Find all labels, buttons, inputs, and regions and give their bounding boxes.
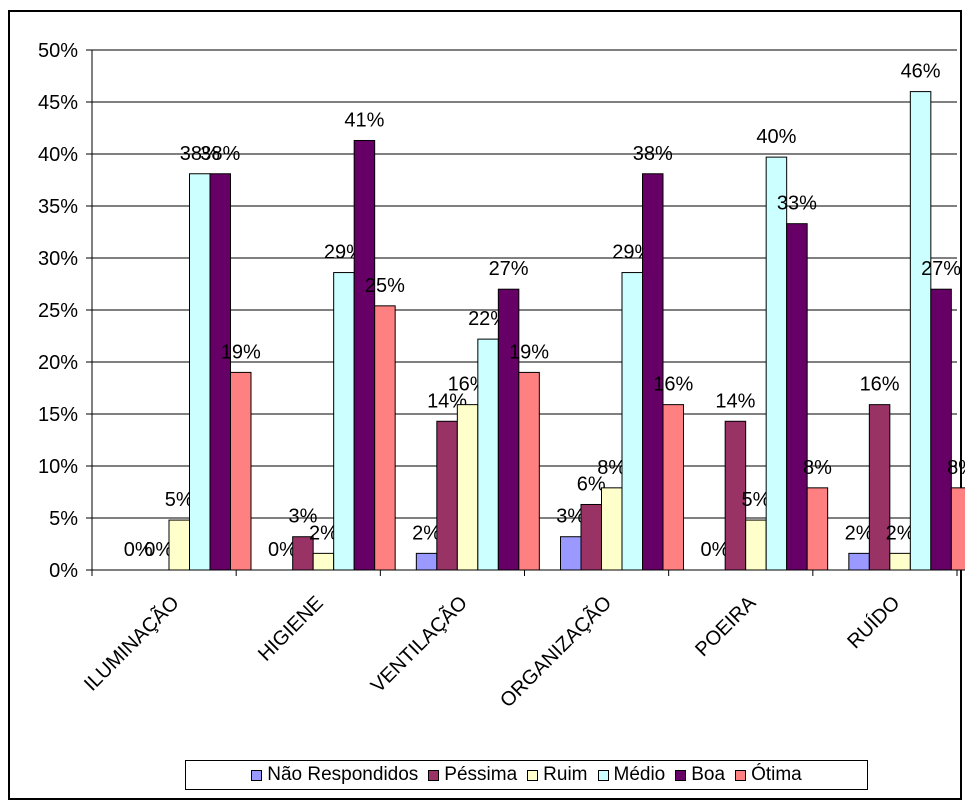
bar xyxy=(909,91,932,571)
legend-label: Boa xyxy=(691,764,726,785)
bar xyxy=(560,536,582,571)
legend-item: Péssima xyxy=(428,764,517,786)
legend-swatch xyxy=(735,769,747,781)
bar xyxy=(415,552,438,571)
legend-item: Médio xyxy=(597,764,666,786)
y-tick-label: 35% xyxy=(38,196,78,218)
data-label: 0% xyxy=(268,539,297,561)
bar xyxy=(209,173,231,571)
y-tick-label: 25% xyxy=(38,300,78,322)
bar xyxy=(601,487,623,571)
data-label: 16% xyxy=(860,374,900,396)
category-label: RUÍDO xyxy=(843,591,905,653)
bar xyxy=(621,272,643,571)
category-label: ILUMINAÇÃO xyxy=(79,591,184,696)
legend-swatch xyxy=(251,769,263,781)
bar xyxy=(456,404,479,571)
bar xyxy=(786,223,808,571)
y-tick-label: 10% xyxy=(38,456,78,478)
legend-label: Médio xyxy=(613,764,666,785)
data-label: 14% xyxy=(715,390,755,412)
data-label: 27% xyxy=(489,258,529,280)
legend-label: Ruim xyxy=(543,764,588,785)
data-label: 8% xyxy=(597,457,626,479)
data-label: 2% xyxy=(309,522,338,544)
bar xyxy=(497,288,520,571)
legend-swatch xyxy=(527,769,539,781)
legend-label: Péssima xyxy=(444,764,518,785)
bar xyxy=(353,139,376,571)
y-tick-label: 15% xyxy=(38,404,78,426)
data-label: 38% xyxy=(200,143,240,165)
bar xyxy=(930,288,952,571)
data-label: 8% xyxy=(947,457,965,479)
bar xyxy=(168,519,190,571)
legend-label: Não Respondidos xyxy=(267,764,419,785)
chart-legend: Não Respondidos Péssima Ruim Médio Boa Ótima xyxy=(185,760,868,790)
data-label: 16% xyxy=(653,374,693,396)
data-label: 0% xyxy=(144,539,173,561)
bar xyxy=(580,503,602,571)
bar xyxy=(230,371,252,571)
bar xyxy=(189,173,211,571)
data-label: 38% xyxy=(180,143,220,165)
bar xyxy=(662,404,684,571)
data-label: 0% xyxy=(124,539,153,561)
category-label: POEIRA xyxy=(691,592,760,661)
bar xyxy=(765,156,788,571)
y-tick-label: 50% xyxy=(38,40,78,62)
category-label: ORGANIZAÇÃO xyxy=(495,591,616,712)
category-label: HIGIENE xyxy=(254,592,328,666)
y-tick-label: 20% xyxy=(38,352,78,374)
y-tick-label: 40% xyxy=(38,144,78,166)
y-tick-label: 45% xyxy=(38,92,78,114)
bar xyxy=(436,420,458,571)
legend-swatch xyxy=(675,769,687,781)
data-label: 8% xyxy=(803,457,832,479)
bar xyxy=(724,420,747,571)
bar xyxy=(642,173,664,571)
bar xyxy=(889,552,911,571)
y-tick-label: 5% xyxy=(49,508,78,530)
data-label: 5% xyxy=(165,489,194,511)
bar xyxy=(374,305,396,571)
data-label: 33% xyxy=(777,193,817,215)
data-label: 5% xyxy=(741,489,770,511)
data-label: 3% xyxy=(288,506,317,528)
data-label: 2% xyxy=(886,522,915,544)
bar xyxy=(312,552,335,571)
bar xyxy=(477,338,499,571)
data-label: 19% xyxy=(221,341,261,363)
legend-item: Boa xyxy=(675,764,725,786)
bar xyxy=(333,272,355,571)
legend-swatch xyxy=(597,769,609,781)
category-label: VENTILAÇÃO xyxy=(365,591,472,698)
bar xyxy=(848,552,870,571)
data-label: 2% xyxy=(412,522,441,544)
data-label: 19% xyxy=(509,341,549,363)
bar xyxy=(806,487,829,571)
legend-swatch xyxy=(428,769,440,781)
data-label: 0% xyxy=(700,539,729,561)
data-label: 38% xyxy=(633,143,673,165)
y-tick-label: 0% xyxy=(49,560,78,582)
bar xyxy=(518,371,540,571)
bar xyxy=(868,404,891,571)
legend-item: Não Respondidos xyxy=(251,764,418,786)
data-label: 40% xyxy=(756,126,796,148)
data-label: 27% xyxy=(921,258,961,280)
bar xyxy=(950,487,965,571)
legend-item: Ruim xyxy=(527,764,588,786)
data-label: 2% xyxy=(845,522,874,544)
data-label: 46% xyxy=(901,61,941,83)
y-tick-label: 30% xyxy=(38,248,78,270)
data-label: 41% xyxy=(344,109,384,131)
legend-label: Ótima xyxy=(751,764,802,785)
data-label: 25% xyxy=(365,275,405,297)
legend-item: Ótima xyxy=(735,764,802,786)
data-label: 6% xyxy=(577,473,606,495)
data-label: 3% xyxy=(556,506,585,528)
bar xyxy=(745,519,767,571)
